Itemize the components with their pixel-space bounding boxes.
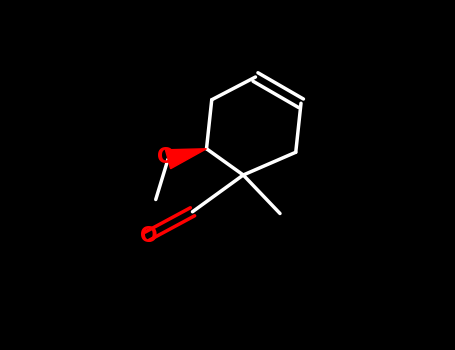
Text: O: O [157,147,175,168]
Polygon shape [166,149,207,169]
Text: O: O [140,226,157,246]
